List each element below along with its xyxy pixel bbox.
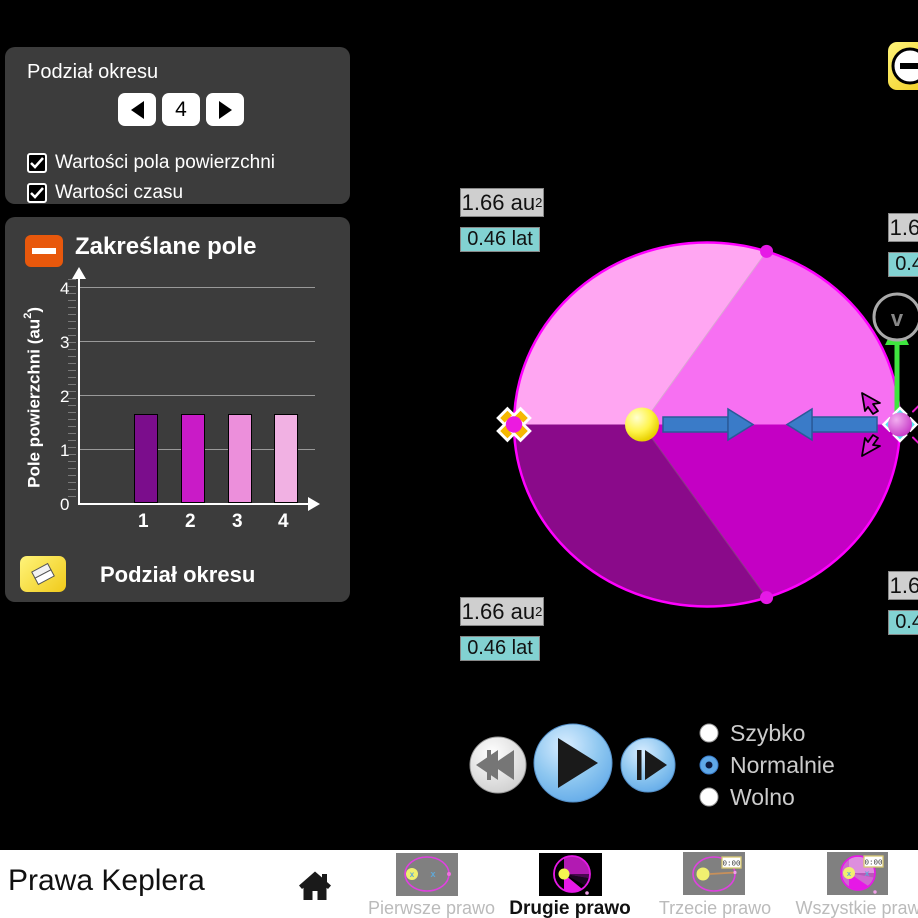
svg-text:v: v bbox=[891, 306, 904, 331]
